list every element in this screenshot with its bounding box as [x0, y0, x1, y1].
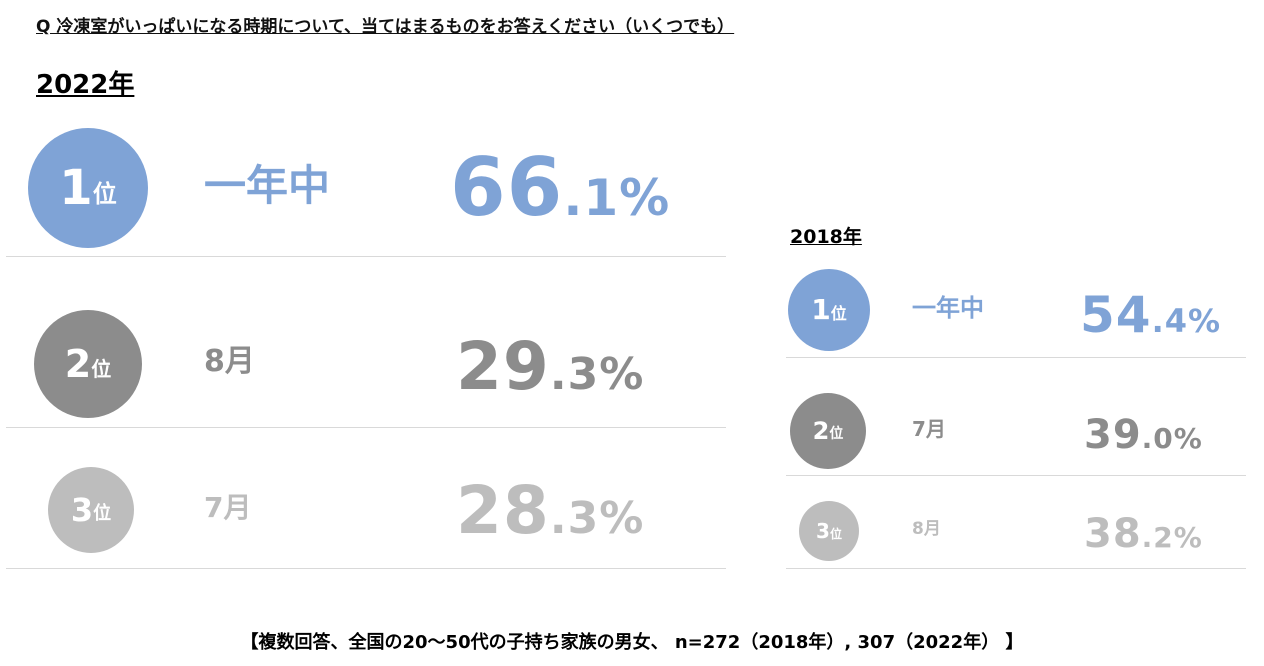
period-label: 7月	[204, 491, 252, 524]
percentage-value: 28.3%	[456, 478, 644, 544]
percentage-decimal: .3	[549, 493, 600, 544]
row-separator	[6, 427, 726, 428]
row-separator	[786, 568, 1246, 569]
rank-suffix: 位	[91, 357, 112, 381]
year-title-2022: 2022年	[36, 70, 135, 100]
period-label: 7月	[912, 417, 946, 441]
percentage-integer: 38	[1084, 511, 1142, 557]
rank-number: 1	[811, 293, 831, 326]
row-separator	[786, 357, 1246, 358]
rank-suffix: 位	[829, 426, 844, 442]
percentage-decimal: .4	[1151, 302, 1189, 340]
rank-suffix: 位	[92, 180, 117, 208]
percentage-value: 29.3%	[456, 334, 644, 400]
period-label: 一年中	[912, 294, 984, 322]
percentage-integer: 39	[1084, 412, 1142, 458]
percentage-integer: 28	[456, 472, 550, 549]
rank-suffix: 位	[829, 526, 842, 541]
percentage-decimal: .0	[1141, 422, 1174, 455]
period-label: 一年中	[204, 161, 331, 210]
percent-sign: %	[599, 349, 645, 400]
percent-sign: %	[619, 169, 671, 227]
percent-sign: %	[599, 493, 645, 544]
rank-suffix: 位	[830, 303, 847, 323]
row-separator	[786, 475, 1246, 476]
period-label: 8月	[912, 518, 941, 539]
percentage-value: 54.4%	[1080, 290, 1221, 340]
percentage-value: 66.1%	[450, 148, 670, 228]
rank-number: 3	[70, 491, 94, 529]
rank-number: 1	[59, 160, 93, 216]
rank-suffix: 位	[93, 503, 112, 524]
percent-sign: %	[1173, 422, 1203, 455]
percentage-integer: 54	[1080, 286, 1152, 344]
rank-number: 3	[816, 519, 830, 543]
rank-number: 2	[812, 417, 830, 445]
question-text: Q 冷凍室がいっぱいになる時期について、当てはまるものをお答えください（いくつで…	[36, 17, 735, 37]
footer-note: 【複数回答、全国の20～50代の子持ち家族の男女、 n=272（2018年）, …	[240, 632, 1024, 653]
percentage-decimal: .2	[1141, 521, 1174, 554]
percent-sign: %	[1188, 302, 1222, 340]
row-separator	[6, 568, 726, 569]
percentage-decimal: .3	[549, 349, 600, 400]
period-label: 8月	[204, 344, 255, 379]
row-separator	[6, 256, 726, 257]
percentage-integer: 66	[450, 141, 564, 234]
year-title-2018: 2018年	[790, 226, 862, 248]
rank-number: 2	[64, 342, 92, 386]
percent-sign: %	[1173, 521, 1203, 554]
percentage-value: 39.0%	[1084, 415, 1203, 455]
percentage-value: 38.2%	[1084, 514, 1203, 554]
percentage-decimal: .1	[563, 169, 620, 227]
percentage-integer: 29	[456, 328, 550, 405]
